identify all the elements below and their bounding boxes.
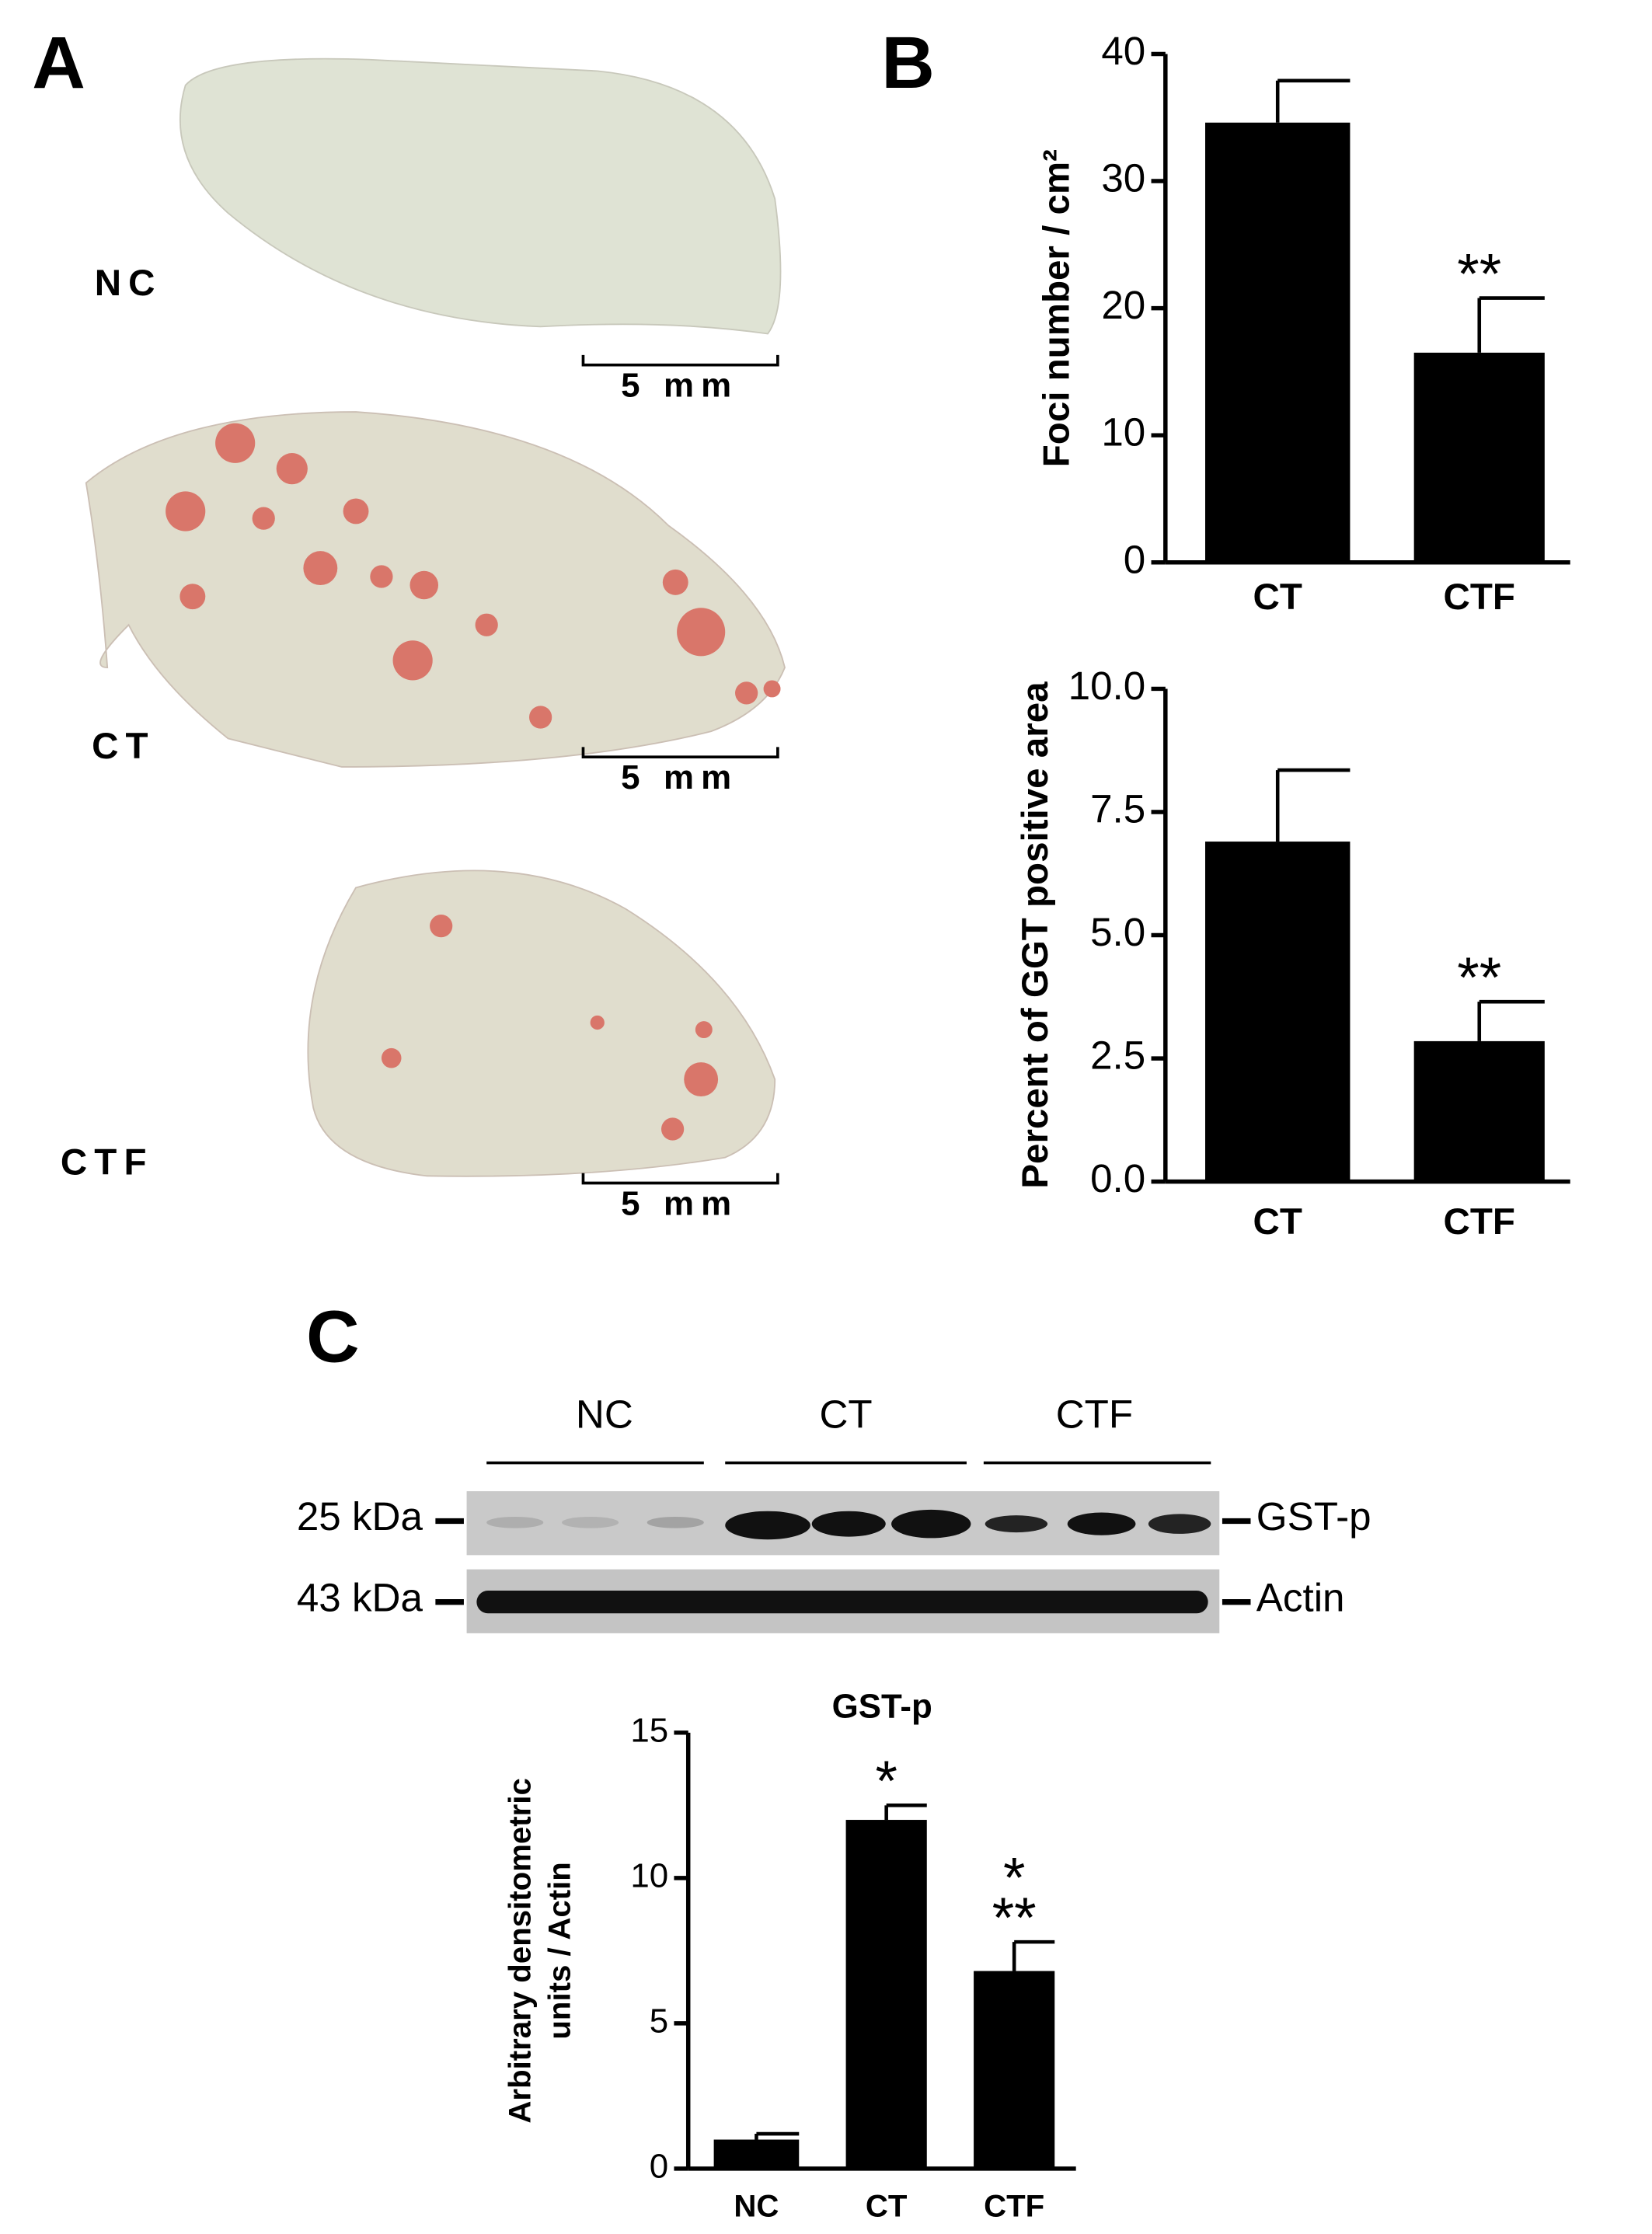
foci bbox=[166, 423, 781, 729]
panel-label: B bbox=[881, 22, 935, 104]
panel-label: C bbox=[306, 1295, 360, 1378]
x-tick-label: CTF bbox=[1444, 1201, 1515, 1242]
bar bbox=[1413, 1040, 1545, 1182]
significance: ** bbox=[1457, 242, 1501, 305]
y-tick-label: 5.0 bbox=[1090, 910, 1145, 954]
bar bbox=[1413, 352, 1545, 563]
y-tick-label: 10 bbox=[630, 1856, 668, 1894]
bar bbox=[845, 1820, 927, 2169]
y-tick-label: 10.0 bbox=[1068, 664, 1146, 708]
group-label: CTF bbox=[1056, 1392, 1133, 1437]
significance: ** bbox=[992, 1887, 1037, 1950]
error-bar bbox=[1477, 999, 1545, 1041]
y-axis-label: Foci number / cm² bbox=[1036, 149, 1077, 467]
blot-band bbox=[476, 1509, 1211, 1614]
x-tick-label: CT bbox=[866, 2189, 908, 2224]
error-bar bbox=[755, 2131, 800, 2140]
error-bar bbox=[1275, 768, 1351, 842]
y-tick-label: 0.0 bbox=[1090, 1156, 1145, 1201]
chart-title: GST-p bbox=[832, 1687, 932, 1725]
significance: * bbox=[1003, 1847, 1025, 1910]
foci bbox=[381, 915, 719, 1141]
y-tick-label: 10 bbox=[1101, 410, 1145, 455]
sample-label: CT bbox=[92, 726, 155, 767]
band-protein: Actin bbox=[1256, 1575, 1345, 1619]
bar bbox=[974, 1971, 1055, 2169]
scale-label: 5 mm bbox=[621, 367, 738, 405]
error-bar bbox=[1477, 296, 1545, 353]
band-size: 43 kDa bbox=[297, 1575, 423, 1619]
error-bar bbox=[1275, 78, 1351, 123]
y-axis-label: Arbitrary densitometric bbox=[502, 1778, 537, 2123]
x-tick-label: CTF bbox=[1444, 577, 1515, 618]
y-axis-label: Percent of GGT positive area bbox=[1015, 681, 1056, 1189]
tissue-section bbox=[307, 870, 776, 1177]
x-tick-label: CT bbox=[1253, 1201, 1302, 1242]
significance: ** bbox=[1457, 946, 1501, 1009]
y-tick-label: 15 bbox=[630, 1711, 668, 1749]
bar bbox=[1205, 122, 1351, 563]
band-protein: GST-p bbox=[1256, 1494, 1371, 1539]
scale-label: 5 mm bbox=[621, 758, 738, 796]
band-size: 25 kDa bbox=[297, 1494, 423, 1539]
group-label: CT bbox=[819, 1392, 872, 1437]
scale-label: 5 mm bbox=[621, 1184, 738, 1222]
y-tick-label: 30 bbox=[1101, 156, 1145, 200]
significance: * bbox=[875, 1750, 897, 1813]
y-tick-label: 0 bbox=[1124, 537, 1145, 581]
x-tick-label: NC bbox=[734, 2189, 779, 2224]
y-tick-label: 7.5 bbox=[1090, 787, 1145, 831]
y-tick-label: 20 bbox=[1101, 283, 1145, 327]
band-dash bbox=[435, 1518, 1251, 1605]
sample-label: CTF bbox=[61, 1141, 154, 1183]
panel-label: A bbox=[32, 22, 85, 104]
bar bbox=[713, 2139, 800, 2169]
x-tick-label: CTF bbox=[984, 2189, 1044, 2224]
y-tick-label: 0 bbox=[650, 2148, 668, 2186]
error-bar bbox=[884, 1804, 927, 1821]
y-axis-label: units / Actin bbox=[542, 1862, 577, 2039]
x-tick-label: CT bbox=[1253, 577, 1302, 618]
tissue-section bbox=[179, 58, 782, 335]
y-tick-label: 40 bbox=[1101, 29, 1145, 73]
scale-bar bbox=[581, 354, 779, 1185]
group-label: NC bbox=[576, 1392, 633, 1437]
y-tick-label: 5 bbox=[650, 2002, 668, 2040]
y-tick-label: 2.5 bbox=[1090, 1033, 1145, 1078]
error-bar bbox=[1012, 1940, 1055, 1971]
bar bbox=[1205, 842, 1351, 1182]
sample-label: NC bbox=[95, 263, 162, 304]
